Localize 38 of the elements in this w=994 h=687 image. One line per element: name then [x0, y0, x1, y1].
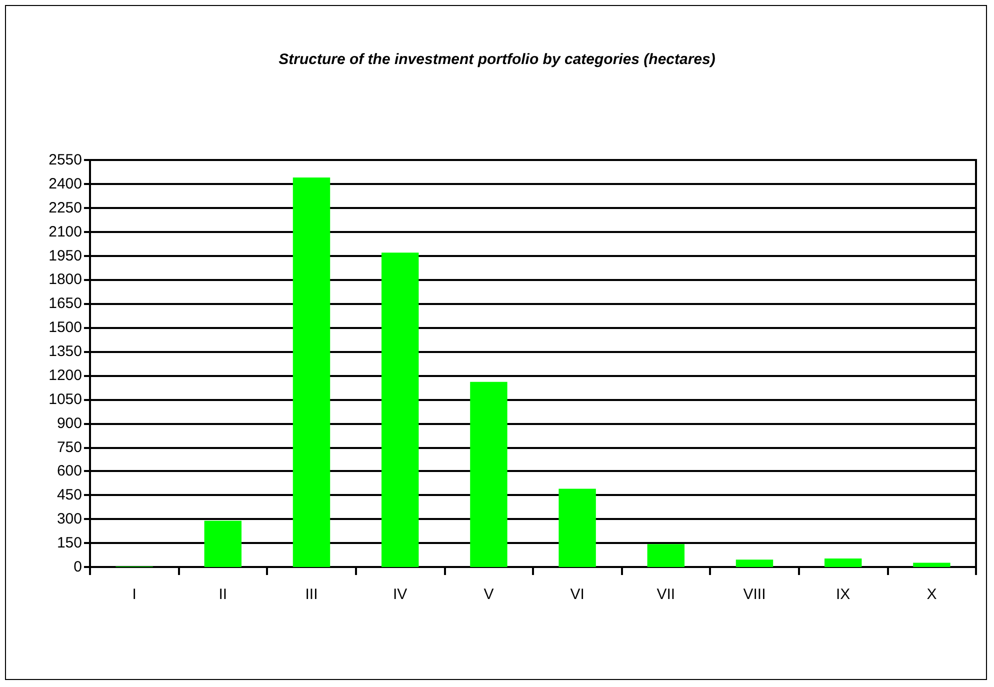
y-tick-label: 450: [56, 486, 82, 504]
y-tick-label: 750: [56, 438, 82, 456]
x-tick-label: X: [926, 586, 937, 603]
bar: [470, 382, 508, 567]
y-tick-label: 1500: [48, 319, 82, 336]
bar: [736, 560, 774, 567]
bar: [824, 558, 862, 567]
y-tick-label: 600: [56, 462, 82, 480]
x-tick-label: IV: [393, 586, 408, 603]
bar: [204, 520, 242, 567]
y-tick-label: 1950: [48, 247, 82, 264]
y-tick-label: 900: [56, 414, 82, 432]
x-tick-label: VII: [656, 586, 676, 603]
y-tick-label: 150: [56, 534, 82, 552]
chart-title: Structure of the investment portfolio by categories (hectares): [278, 51, 716, 68]
y-tick-label: 1350: [48, 343, 82, 360]
x-tick-label: VIII: [743, 586, 766, 603]
y-tick-label: 1650: [48, 295, 82, 312]
bar: [381, 252, 419, 567]
x-tick-label: VI: [570, 586, 584, 603]
x-tick-label: I: [132, 586, 136, 603]
y-tick-label: 300: [56, 510, 82, 528]
bar: [292, 178, 330, 567]
y-tick-label: 1050: [48, 390, 82, 408]
x-tick-label: III: [305, 586, 318, 603]
bar: [913, 562, 950, 567]
bar: [647, 544, 685, 567]
y-tick-label: 2100: [48, 223, 82, 240]
bar: [558, 488, 596, 567]
y-tick-label: 1200: [48, 366, 82, 384]
y-tick-label: 1800: [48, 271, 82, 288]
y-tick-label: 2550: [48, 152, 82, 168]
x-tick-label: IX: [836, 586, 850, 603]
x-tick-label: V: [484, 586, 494, 603]
y-tick-label: 2250: [48, 199, 82, 216]
x-tick-label: II: [218, 586, 228, 603]
y-tick-label: 0: [74, 558, 82, 576]
y-tick-label: 2400: [48, 175, 82, 192]
